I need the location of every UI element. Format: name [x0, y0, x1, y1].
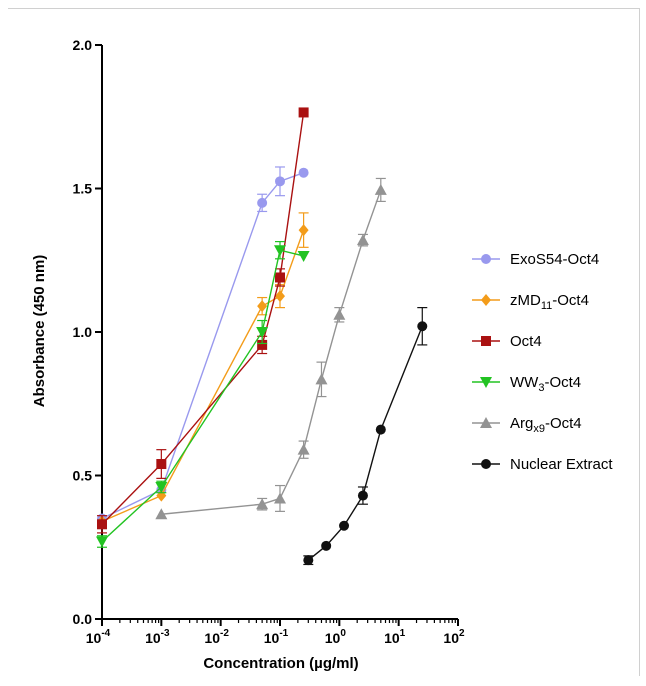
series-line [101, 112, 305, 525]
series-line [161, 189, 382, 515]
data-point [339, 520, 350, 531]
data-point [275, 272, 285, 283]
data-point [256, 498, 269, 510]
data-point [155, 481, 168, 493]
legend-label: Argx9-Oct4 [510, 415, 582, 435]
data-point [298, 167, 309, 178]
series-4 [155, 177, 387, 520]
data-point [257, 300, 268, 313]
data-point [315, 373, 328, 385]
data-point [275, 290, 285, 303]
legend-marker [480, 377, 492, 388]
figure-frame [8, 8, 640, 676]
series-3 [96, 240, 310, 548]
x-tick-label: 10-1 [264, 628, 289, 646]
data-point [357, 490, 368, 501]
y-tick-label: 2.0 [73, 37, 93, 53]
series-2 [97, 107, 309, 534]
series-0 [97, 166, 309, 524]
y-tick-label: 0.0 [73, 611, 93, 627]
data-point [274, 492, 286, 504]
y-tick-label: 1.5 [73, 181, 93, 197]
y-axis-label: Absorbance (450 nm) [31, 255, 48, 408]
series-line [101, 249, 304, 543]
legend-label: Nuclear Extract [510, 456, 613, 473]
data-point [257, 339, 268, 350]
data-point [374, 183, 387, 195]
data-point [297, 250, 310, 262]
x-tick-label: 10-2 [204, 628, 229, 646]
data-point [275, 176, 285, 187]
y-tick-label: 0.5 [73, 468, 93, 484]
legend-entry-0: ExoS54-Oct4 [472, 251, 599, 268]
legend: ExoS54-Oct4 zMD11-Oct4 Oct4 WW3-Oct4 Argx9-O… [472, 251, 613, 473]
data-point [156, 459, 167, 470]
series-line [101, 229, 305, 523]
legend-entry-5: Nuclear Extract [472, 456, 613, 473]
series-5 [303, 307, 428, 566]
data-point [297, 443, 310, 455]
legend-marker [481, 294, 491, 306]
y-tick-label: 1.0 [73, 324, 93, 340]
legend-entry-2: Oct4 [472, 333, 542, 350]
data-point [256, 327, 269, 338]
data-point [356, 234, 369, 246]
data-point [97, 519, 107, 530]
legend-label: ExoS54-Oct4 [510, 251, 599, 268]
data-point [298, 224, 309, 237]
data-point [298, 107, 309, 118]
data-point [257, 197, 268, 208]
data-point [155, 508, 168, 520]
x-tick-label: 101 [384, 628, 406, 646]
axes: 0.0 0.5 1.0 1.5 2.0 10-4 10-3 10-2 10-1 100 101 102 [73, 37, 465, 646]
data-point [303, 555, 314, 566]
x-tick-label: 10-3 [145, 628, 170, 646]
legend-entry-1: zMD11-Oct4 [472, 292, 589, 312]
series-line [101, 172, 304, 520]
legend-label: WW3-Oct4 [510, 374, 581, 394]
x-tick-label: 102 [443, 628, 465, 646]
series-line [307, 325, 423, 561]
legend-entry-3: WW3-Oct4 [472, 374, 581, 394]
x-axis-label: Concentration (µg/ml) [203, 655, 358, 672]
legend-marker [481, 459, 491, 469]
data-point [417, 321, 428, 332]
series-layer [96, 107, 428, 566]
legend-marker [481, 254, 491, 264]
data-point [321, 540, 332, 551]
data-point [96, 536, 108, 548]
legend-label: zMD11-Oct4 [510, 292, 589, 312]
legend-label: Oct4 [510, 333, 542, 350]
data-point [274, 245, 286, 257]
legend-entry-4: Argx9-Oct4 [472, 415, 582, 435]
data-point [375, 424, 386, 435]
data-point [333, 308, 346, 320]
x-tick-label: 100 [325, 628, 347, 646]
legend-marker [481, 336, 491, 346]
x-tick-label: 10-4 [86, 628, 111, 646]
legend-marker [480, 417, 492, 428]
